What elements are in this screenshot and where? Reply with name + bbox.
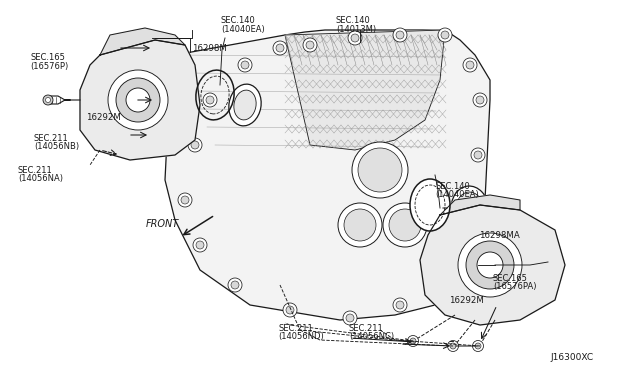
Circle shape xyxy=(450,343,456,349)
Polygon shape xyxy=(80,40,200,160)
Circle shape xyxy=(393,298,407,312)
Circle shape xyxy=(396,301,404,309)
Circle shape xyxy=(396,31,404,39)
Text: (14040EA): (14040EA) xyxy=(435,190,479,199)
Circle shape xyxy=(436,261,444,269)
Circle shape xyxy=(476,96,484,104)
Circle shape xyxy=(43,95,53,105)
Circle shape xyxy=(181,196,189,204)
Polygon shape xyxy=(420,205,565,325)
Text: (14056NC): (14056NC) xyxy=(349,332,394,341)
Circle shape xyxy=(188,138,202,152)
Circle shape xyxy=(273,41,287,55)
Text: (14056NA): (14056NA) xyxy=(18,174,63,183)
Text: SEC.140: SEC.140 xyxy=(221,16,255,25)
Circle shape xyxy=(338,203,382,247)
Polygon shape xyxy=(100,28,185,55)
Text: SEC.140: SEC.140 xyxy=(435,182,470,190)
Circle shape xyxy=(351,34,359,42)
Text: (14056NB): (14056NB) xyxy=(34,142,79,151)
Text: 16298MA: 16298MA xyxy=(479,231,520,240)
Text: (14013M): (14013M) xyxy=(336,25,376,34)
Circle shape xyxy=(348,31,362,45)
Polygon shape xyxy=(440,195,520,215)
Text: (16576PA): (16576PA) xyxy=(493,282,536,291)
Ellipse shape xyxy=(451,186,489,234)
Text: SEC.211: SEC.211 xyxy=(349,324,383,333)
Circle shape xyxy=(471,148,485,162)
Circle shape xyxy=(45,97,51,103)
Text: (16576P): (16576P) xyxy=(31,62,69,71)
Circle shape xyxy=(276,44,284,52)
Circle shape xyxy=(358,148,402,192)
Circle shape xyxy=(306,41,314,49)
Circle shape xyxy=(286,306,294,314)
Text: J16300XC: J16300XC xyxy=(550,353,593,362)
Circle shape xyxy=(228,278,242,292)
Circle shape xyxy=(466,241,514,289)
Polygon shape xyxy=(285,30,445,150)
Circle shape xyxy=(477,252,503,278)
Text: (14056ND): (14056ND) xyxy=(278,332,324,341)
Circle shape xyxy=(196,241,204,249)
Circle shape xyxy=(393,28,407,42)
Ellipse shape xyxy=(456,192,484,228)
Circle shape xyxy=(383,203,427,247)
Circle shape xyxy=(238,58,252,72)
Text: SEC.211: SEC.211 xyxy=(18,166,52,174)
Circle shape xyxy=(191,141,199,149)
Circle shape xyxy=(203,93,217,107)
Text: 16298M: 16298M xyxy=(192,44,227,53)
Text: 16292M: 16292M xyxy=(449,296,484,305)
Circle shape xyxy=(346,314,354,322)
Circle shape xyxy=(352,142,408,198)
Circle shape xyxy=(283,303,297,317)
Circle shape xyxy=(410,338,416,344)
Text: SEC.140: SEC.140 xyxy=(336,16,371,25)
Text: FRONT: FRONT xyxy=(146,219,179,229)
Circle shape xyxy=(241,61,249,69)
Circle shape xyxy=(441,31,449,39)
Circle shape xyxy=(475,343,481,349)
Circle shape xyxy=(408,336,419,346)
Text: (14040EA): (14040EA) xyxy=(221,25,264,34)
Ellipse shape xyxy=(234,90,256,120)
Circle shape xyxy=(473,93,487,107)
Circle shape xyxy=(231,281,239,289)
Text: SEC.165: SEC.165 xyxy=(31,53,65,62)
Circle shape xyxy=(438,28,452,42)
Circle shape xyxy=(108,70,168,130)
Circle shape xyxy=(474,151,482,159)
Circle shape xyxy=(458,233,522,297)
Circle shape xyxy=(126,88,150,112)
Circle shape xyxy=(343,311,357,325)
Circle shape xyxy=(458,206,466,214)
Circle shape xyxy=(433,258,447,272)
Text: SEC.165: SEC.165 xyxy=(493,274,527,283)
Circle shape xyxy=(447,340,458,352)
Circle shape xyxy=(466,61,474,69)
Circle shape xyxy=(116,78,160,122)
Ellipse shape xyxy=(229,84,261,126)
Circle shape xyxy=(389,209,421,241)
Circle shape xyxy=(463,58,477,72)
Polygon shape xyxy=(165,30,490,320)
Circle shape xyxy=(303,38,317,52)
Circle shape xyxy=(193,238,207,252)
Text: SEC.211: SEC.211 xyxy=(34,134,68,143)
Circle shape xyxy=(472,340,483,352)
Text: 16292M: 16292M xyxy=(86,113,121,122)
Ellipse shape xyxy=(410,179,450,231)
Circle shape xyxy=(344,209,376,241)
Circle shape xyxy=(455,203,469,217)
Text: SEC.211: SEC.211 xyxy=(278,324,313,333)
Circle shape xyxy=(178,193,192,207)
Circle shape xyxy=(206,96,214,104)
